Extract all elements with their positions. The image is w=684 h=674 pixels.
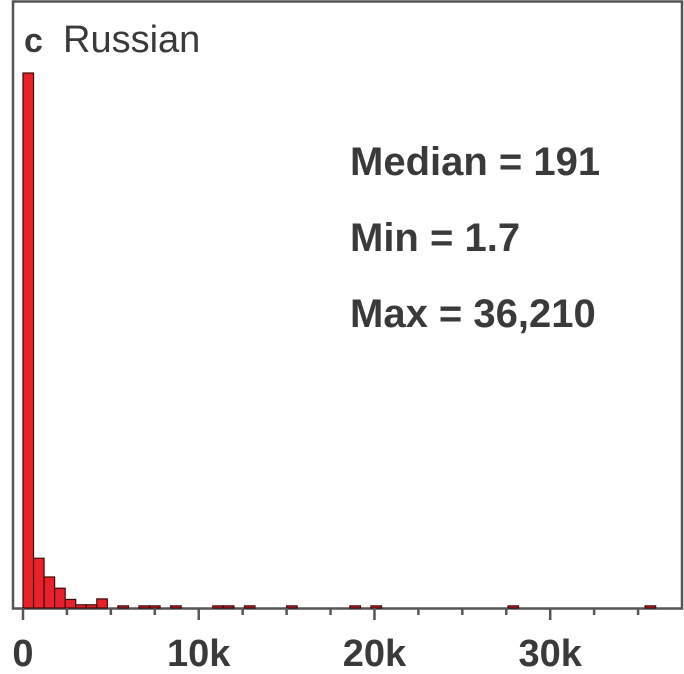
histogram-bar-18 (507, 605, 520, 609)
panel-title: Russian (63, 19, 200, 61)
histogram-bar-14 (243, 605, 256, 609)
histogram-bar-19 (644, 605, 657, 609)
histogram-bar-3 (54, 587, 66, 609)
histogram-bar-7 (96, 598, 108, 609)
max-label: Max = 36,210 (350, 292, 596, 336)
x-tick-label-1: 10k (167, 633, 231, 674)
histogram-bar-15 (286, 605, 298, 609)
histogram-bar-1 (32, 557, 45, 609)
median-label: Median = 191 (350, 140, 600, 184)
x-tick-label-0: 0 (12, 633, 33, 674)
panel-letter: c (24, 22, 43, 60)
plot-frame (11, 0, 684, 610)
histogram-bar-10 (148, 605, 161, 609)
histogram-bar-12 (212, 605, 224, 609)
histogram-bar-17 (370, 605, 383, 609)
x-axis-tick-labels: 0 10k 20k 30k (12, 633, 582, 674)
histogram-bar-8 (117, 605, 130, 609)
histogram-bar-11 (170, 605, 182, 609)
histogram-bar-5 (75, 604, 87, 609)
histogram-bar-6 (85, 604, 98, 609)
histogram-bar-4 (64, 598, 77, 609)
x-tick-label-2: 20k (343, 633, 407, 674)
histogram-bar-9 (138, 605, 151, 609)
histogram-bars (22, 72, 657, 609)
x-axis-ticks (21, 608, 640, 620)
histogram-bar-16 (349, 605, 361, 609)
histogram-bar-0 (22, 72, 35, 609)
histogram-bar-13 (222, 605, 235, 609)
x-tick-label-3: 30k (518, 633, 582, 674)
min-label: Min = 1.7 (350, 216, 520, 260)
histogram-bar-2 (43, 576, 56, 609)
